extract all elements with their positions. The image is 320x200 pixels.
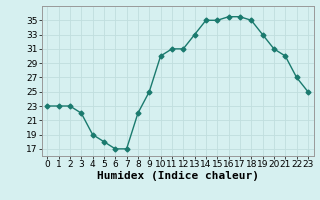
X-axis label: Humidex (Indice chaleur): Humidex (Indice chaleur) bbox=[97, 171, 259, 181]
